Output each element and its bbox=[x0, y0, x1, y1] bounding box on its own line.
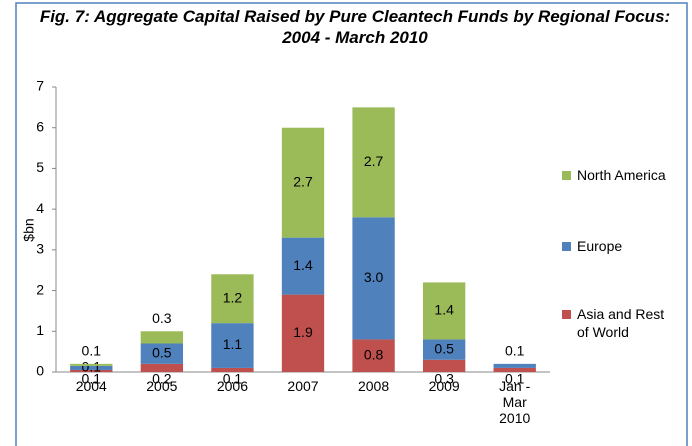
x-tick-label: 2008 bbox=[357, 378, 390, 394]
bar-segment bbox=[422, 359, 466, 372]
y-tick-label: 5 bbox=[36, 159, 44, 175]
data-label: 0.5 bbox=[434, 340, 454, 356]
bar-segment bbox=[70, 363, 113, 366]
x-tick-label: 2004 bbox=[75, 378, 107, 394]
bar-segment bbox=[422, 339, 466, 360]
y-tick-label: 7 bbox=[36, 78, 44, 94]
data-label: 0.1 bbox=[223, 371, 243, 387]
y-tick-label: 2 bbox=[36, 281, 44, 297]
data-label: 2.7 bbox=[293, 173, 313, 189]
x-tick-label: 2006 bbox=[216, 378, 248, 394]
bar-segment bbox=[281, 294, 325, 372]
bar-segment bbox=[211, 367, 254, 372]
legend-swatch bbox=[562, 310, 571, 319]
data-label: 0.3 bbox=[434, 371, 454, 387]
y-tick-label: 0 bbox=[36, 363, 44, 379]
legend-label: Asia and Rest of World bbox=[577, 306, 665, 340]
bar-segment bbox=[281, 237, 325, 295]
x-tick-label: 2005 bbox=[146, 378, 178, 394]
bar-segment bbox=[422, 282, 466, 340]
y-tick-label: 4 bbox=[36, 200, 44, 216]
data-label: 2.7 bbox=[364, 153, 384, 169]
legend-label: North America bbox=[577, 167, 666, 183]
chart-title: Fig. 7: Aggregate Capital Raised by Pure… bbox=[39, 7, 671, 47]
data-label: 0.1 bbox=[505, 371, 525, 387]
data-label: 0.5 bbox=[152, 344, 172, 360]
frame bbox=[15, 2, 688, 446]
bar-segment bbox=[70, 365, 113, 370]
bar-segment bbox=[70, 369, 113, 372]
data-label: 1.2 bbox=[223, 289, 243, 305]
bar-segment bbox=[493, 363, 536, 368]
data-label: 3.0 bbox=[364, 269, 384, 285]
bar-segment bbox=[211, 274, 254, 324]
bar-segment bbox=[281, 127, 325, 238]
legend-swatch bbox=[562, 242, 571, 251]
data-label: 0.3 bbox=[152, 310, 172, 326]
bar-segment bbox=[140, 331, 184, 344]
x-tick-label: 2007 bbox=[287, 378, 319, 394]
bar-segment bbox=[493, 367, 536, 372]
bar-segment bbox=[211, 323, 254, 368]
x-tick-label: Jan - Mar 2010 bbox=[499, 378, 531, 426]
bar-segment bbox=[352, 217, 395, 340]
x-tick-label: 2009 bbox=[428, 378, 460, 394]
bar-segment bbox=[352, 107, 395, 218]
legend-label: Europe bbox=[577, 238, 623, 254]
bar-segment bbox=[352, 339, 395, 372]
data-label: 0.1 bbox=[82, 359, 102, 375]
data-label: 0.1 bbox=[505, 343, 525, 359]
legend-swatch bbox=[562, 171, 571, 180]
data-label: 1.1 bbox=[223, 336, 243, 352]
y-axis-label: $bn bbox=[21, 218, 37, 241]
data-label: 0.1 bbox=[82, 343, 102, 359]
y-tick-label: 6 bbox=[36, 118, 44, 134]
data-label: 1.4 bbox=[293, 257, 313, 273]
data-label: 0.8 bbox=[364, 346, 384, 362]
bar-segment bbox=[140, 343, 184, 364]
y-tick-label: 3 bbox=[36, 241, 44, 257]
data-label: 1.4 bbox=[434, 302, 454, 318]
data-label: 0.2 bbox=[152, 371, 172, 387]
data-label: 1.9 bbox=[293, 324, 313, 340]
bar-segment bbox=[140, 363, 184, 372]
data-label: 0.1 bbox=[82, 371, 102, 387]
y-tick-label: 1 bbox=[36, 322, 44, 338]
